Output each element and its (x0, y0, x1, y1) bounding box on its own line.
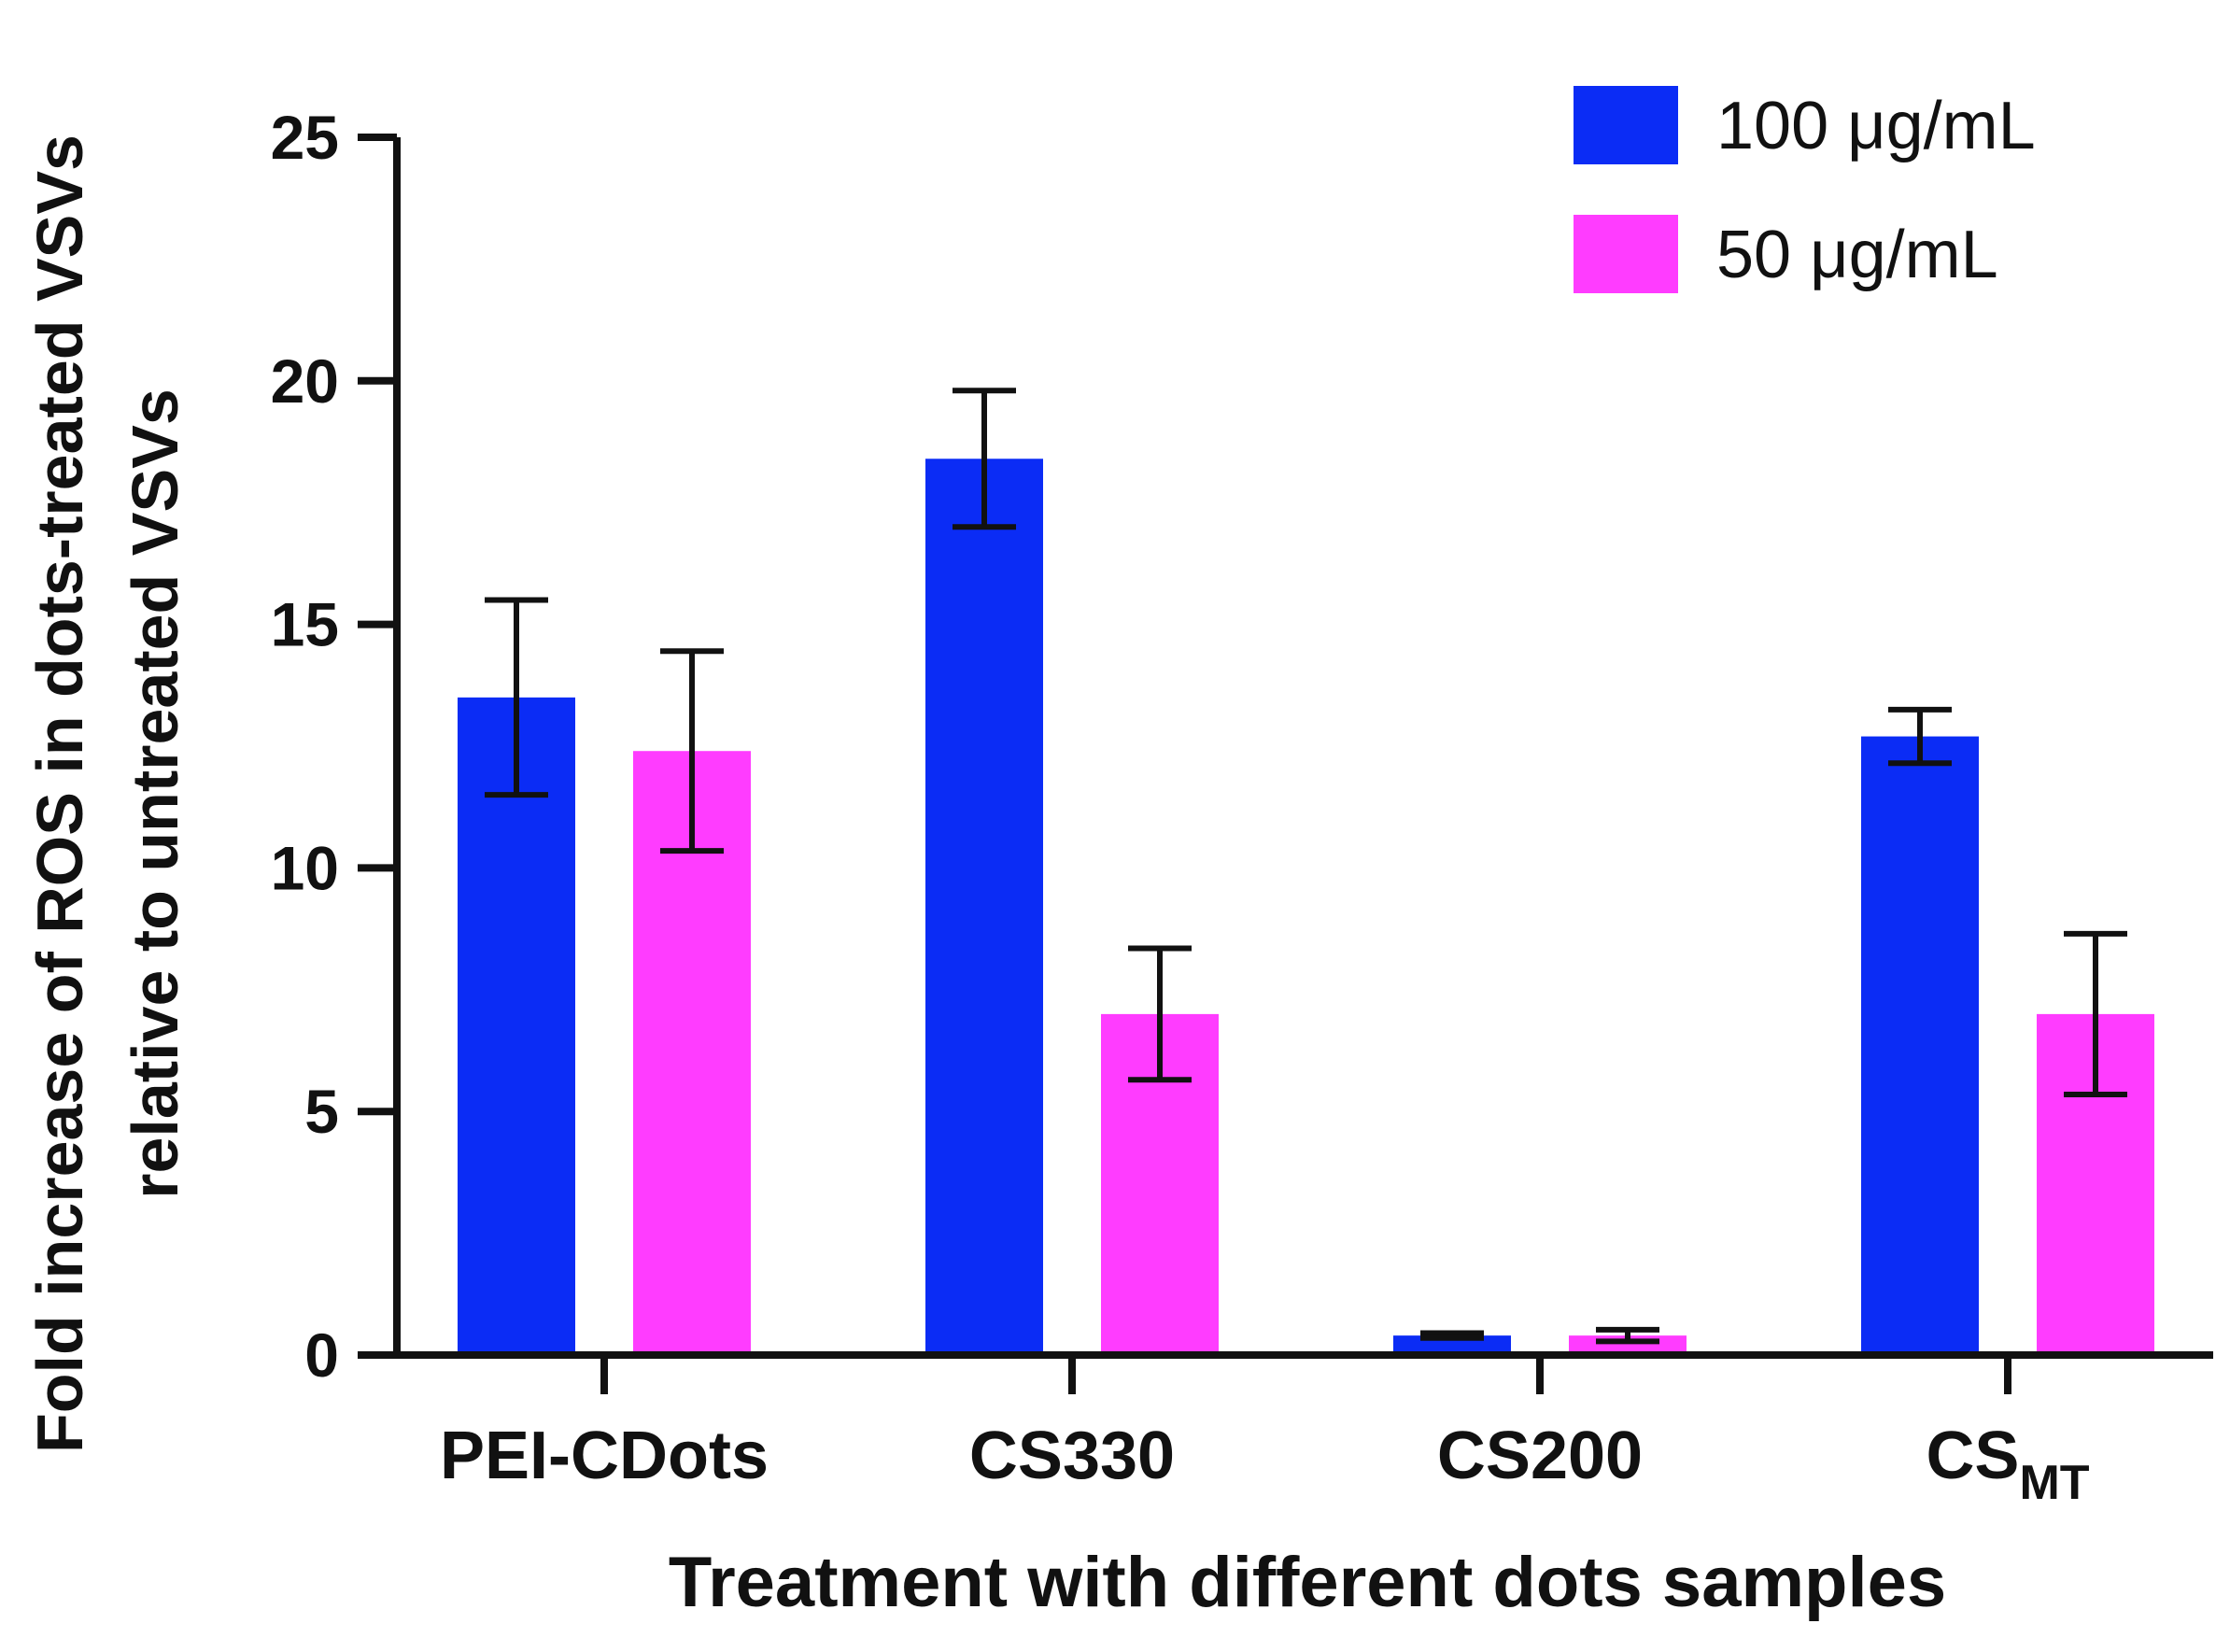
y-tick-label-15: 15 (271, 590, 339, 659)
bar-100-0 (458, 697, 575, 1355)
legend-label-0: 100 μg/mL (1716, 89, 2036, 163)
error-bar-0-3 (1888, 706, 1952, 767)
error-bar-1-0 (660, 648, 724, 854)
y-tick-label-0: 0 (304, 1320, 339, 1390)
legend-swatch-1 (1574, 215, 1678, 293)
y-tick-label-20: 20 (271, 346, 339, 416)
error-bar-0-1 (953, 388, 1016, 530)
x-tick-label-3: CSMT (1926, 1419, 2089, 1510)
x-tick-label-1: CS330 (969, 1419, 1175, 1493)
x-axis-title: Treatment with different dots samples (669, 1543, 1946, 1622)
legend-label-1: 50 μg/mL (1716, 218, 1998, 292)
y-tick-label-25: 25 (271, 103, 339, 172)
bar-100-3 (1861, 736, 1979, 1355)
legend-swatch-0 (1574, 86, 1678, 164)
y-axis-title: Fold increase of ROS in dots-treated VSV… (23, 134, 191, 1453)
error-bar-0-2 (1420, 1330, 1484, 1341)
x-tick-label-0: PEI-CDots (440, 1419, 769, 1493)
y-axis-title-line-2: relative to untreated VSVs (119, 388, 191, 1199)
y-tick-label-10: 10 (271, 833, 339, 902)
y-tick-label-5: 5 (304, 1077, 339, 1146)
error-bar-0-0 (485, 597, 548, 798)
error-bar-1-1 (1128, 945, 1192, 1083)
error-bar-1-2 (1596, 1326, 1659, 1345)
x-tick-label-2: CS200 (1437, 1419, 1643, 1493)
error-bar-1-3 (2064, 930, 2127, 1097)
legend: 100 μg/mL 50 μg/mL (1574, 86, 2036, 293)
bar-100-1 (925, 459, 1043, 1356)
y-axis-title-line-1: Fold increase of ROS in dots-treated VSV… (23, 134, 96, 1453)
